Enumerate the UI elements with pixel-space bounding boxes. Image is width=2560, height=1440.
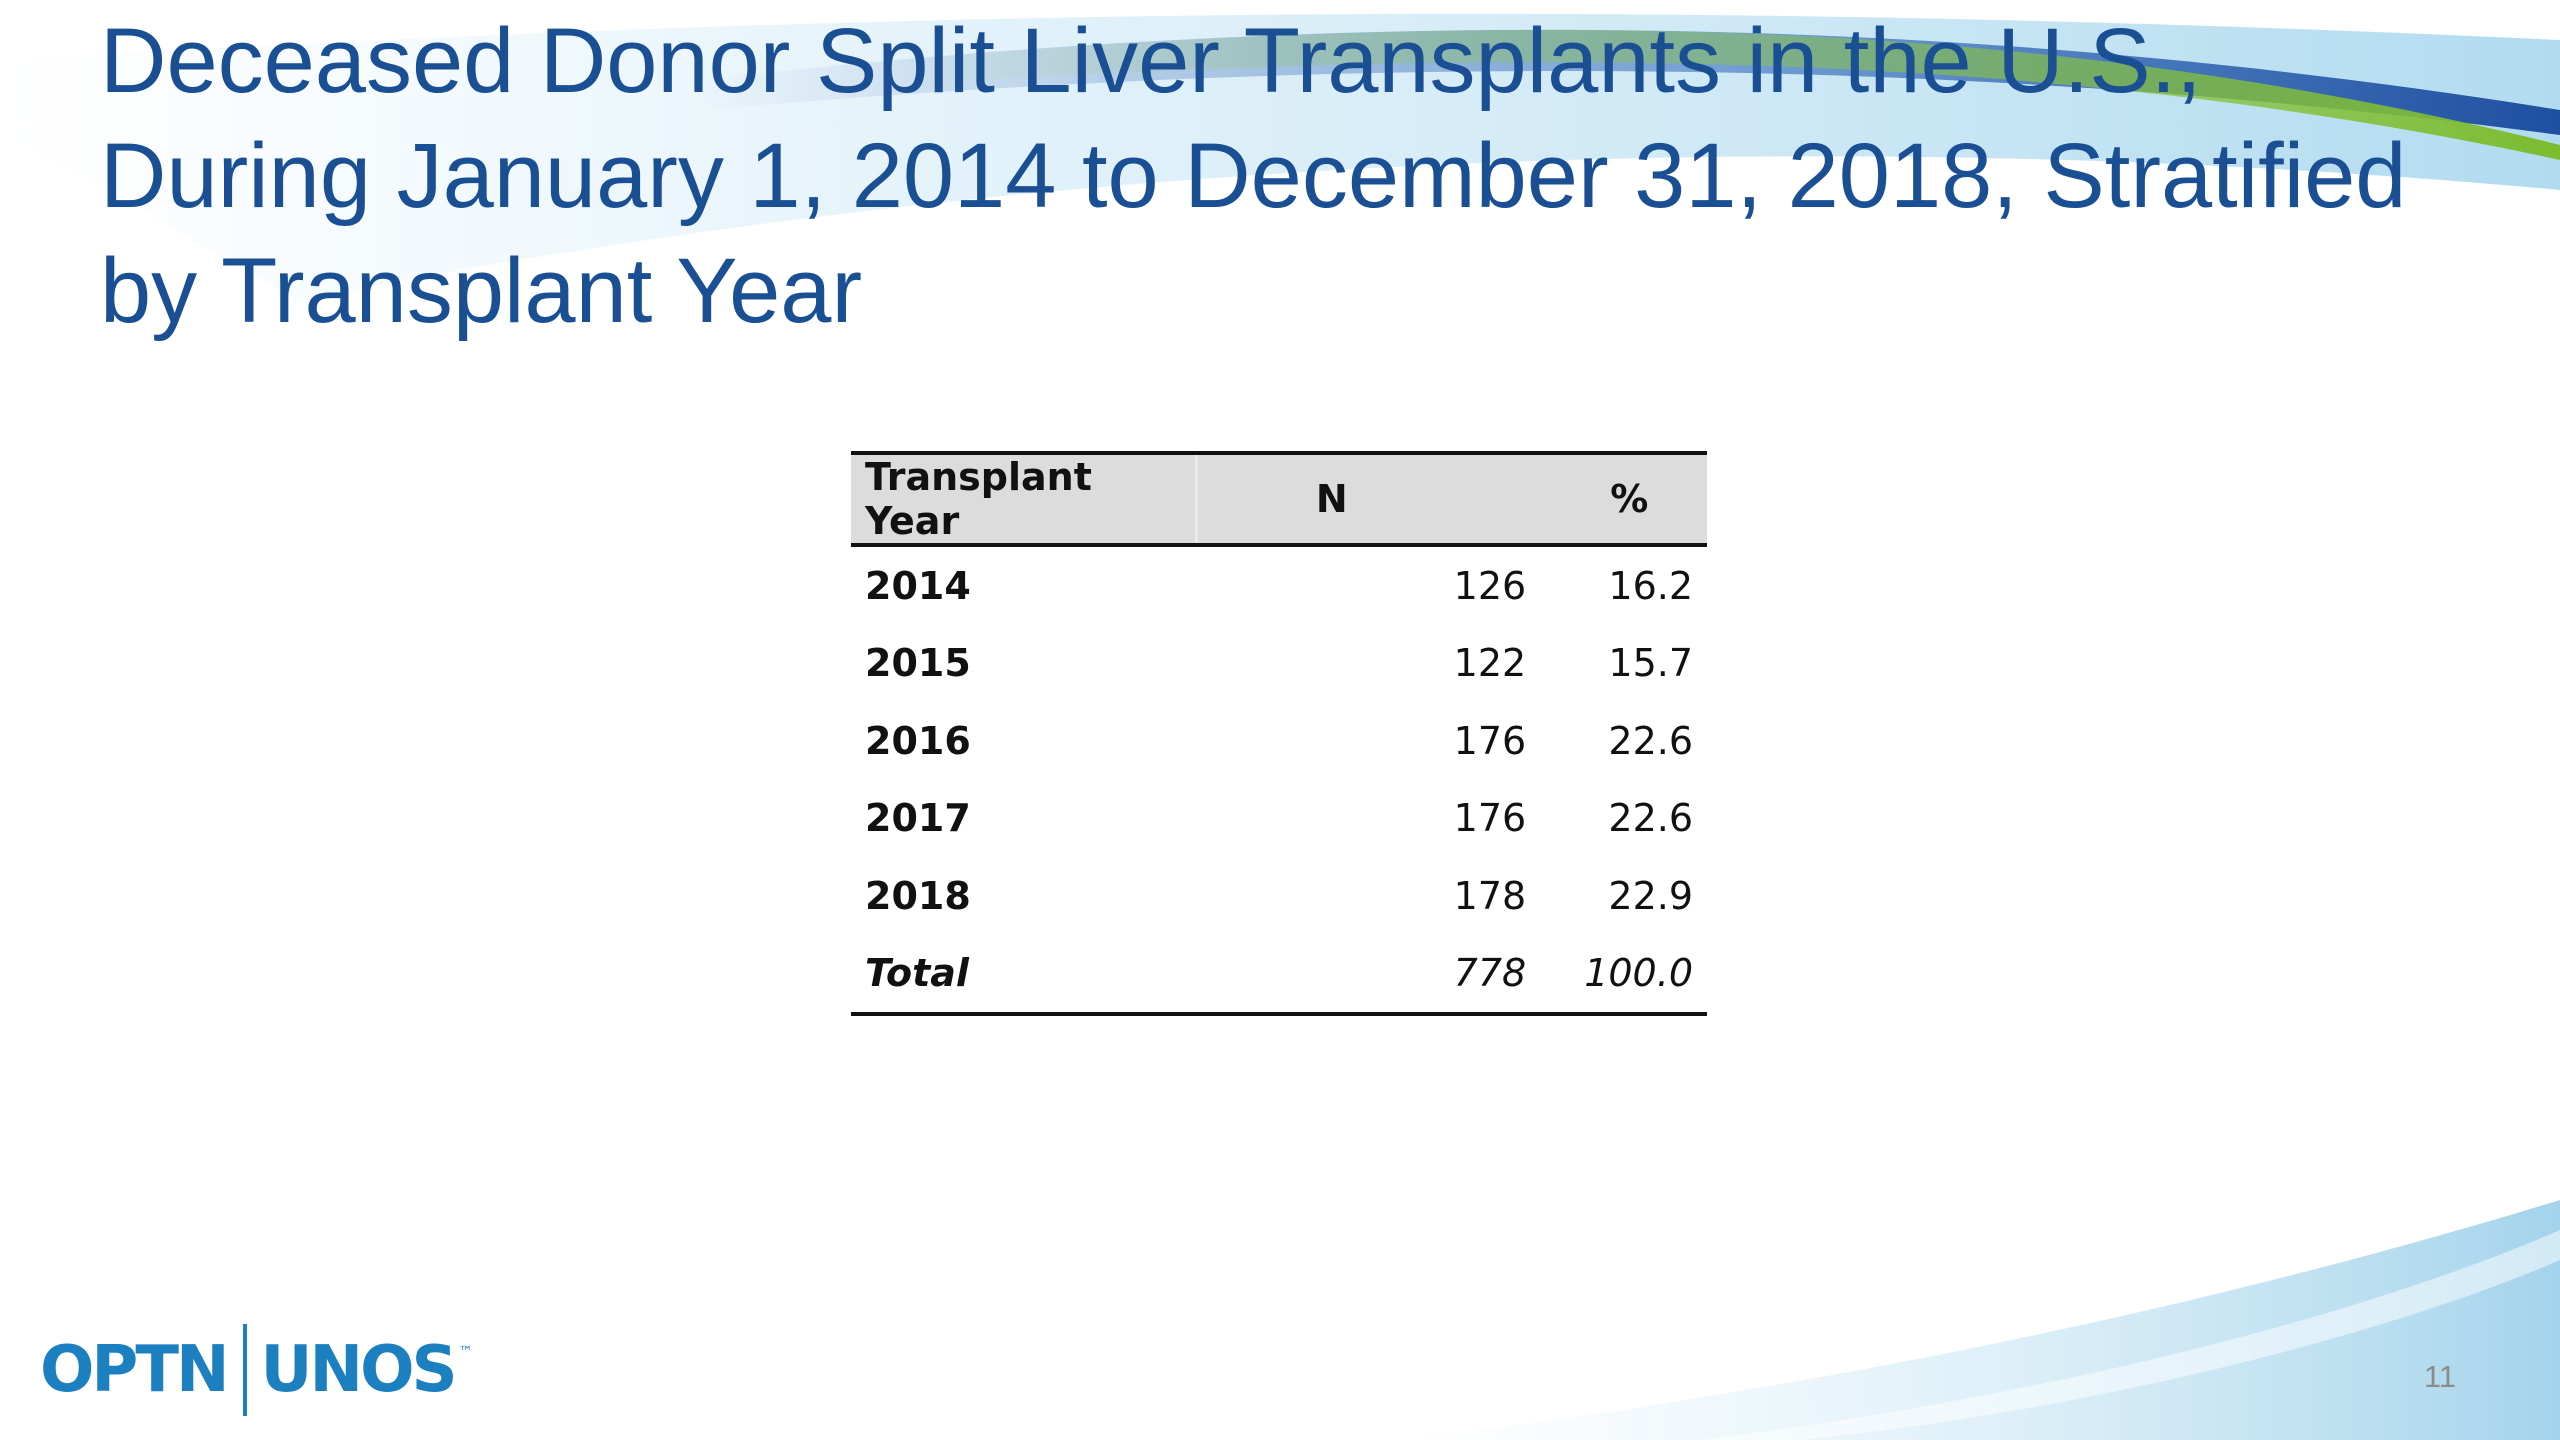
header-transplant-year: Transplant Year bbox=[851, 451, 1198, 547]
table-row: 2018 178 22.9 bbox=[851, 857, 1707, 935]
percent-cell: 22.6 bbox=[1608, 718, 1693, 763]
table-row: 2017 176 22.6 bbox=[851, 780, 1707, 858]
total-label: Total bbox=[851, 934, 1197, 1016]
year-cell: 2016 bbox=[865, 718, 971, 763]
optn-unos-logo: OPTN UNOS ™ bbox=[40, 1322, 473, 1417]
slide-title: Deceased Donor Split Liver Transplants i… bbox=[100, 4, 2540, 349]
logo-divider bbox=[242, 1323, 247, 1416]
table-row: 2014 126 16.2 bbox=[851, 545, 1707, 625]
transplant-year-table: Transplant Year N % 2014 126 16.2 2015 1… bbox=[851, 451, 1707, 1016]
table-row: 2016 176 22.6 bbox=[851, 702, 1707, 780]
header-n: N bbox=[1196, 451, 1571, 547]
logo-unos-text: UNOS bbox=[260, 1332, 458, 1407]
percent-cell: 15.7 bbox=[1608, 641, 1693, 686]
n-cell: 122 bbox=[1453, 641, 1527, 686]
percent-cell: 22.9 bbox=[1608, 873, 1693, 918]
table-total-row: Total 778 100.0 bbox=[851, 934, 1707, 1016]
n-cell: 176 bbox=[1453, 718, 1527, 763]
year-cell: 2018 bbox=[865, 873, 971, 918]
table-header-row: Transplant Year N % bbox=[851, 451, 1707, 547]
year-cell: 2015 bbox=[865, 641, 971, 686]
n-cell: 176 bbox=[1453, 796, 1527, 841]
total-n: 778 bbox=[1196, 934, 1571, 1016]
title-line-1: Deceased Donor Split Liver Transplants i… bbox=[100, 10, 2202, 112]
title-line-2: During January 1, 2014 to December 31, 2… bbox=[100, 125, 2407, 227]
title-line-3: by Transplant Year bbox=[100, 240, 863, 342]
logo-trademark: ™ bbox=[458, 1344, 473, 1360]
percent-cell: 16.2 bbox=[1608, 563, 1693, 608]
n-cell: 178 bbox=[1453, 873, 1527, 918]
table-row: 2015 122 15.7 bbox=[851, 625, 1707, 703]
n-cell: 126 bbox=[1453, 563, 1527, 608]
logo-optn-text: OPTN bbox=[40, 1332, 230, 1407]
year-cell: 2014 bbox=[865, 563, 971, 608]
page-number: 11 bbox=[2423, 1359, 2456, 1394]
header-percent: % bbox=[1570, 451, 1707, 547]
year-cell: 2017 bbox=[865, 796, 971, 841]
percent-cell: 22.6 bbox=[1608, 796, 1693, 841]
total-percent: 100.0 bbox=[1570, 934, 1707, 1016]
